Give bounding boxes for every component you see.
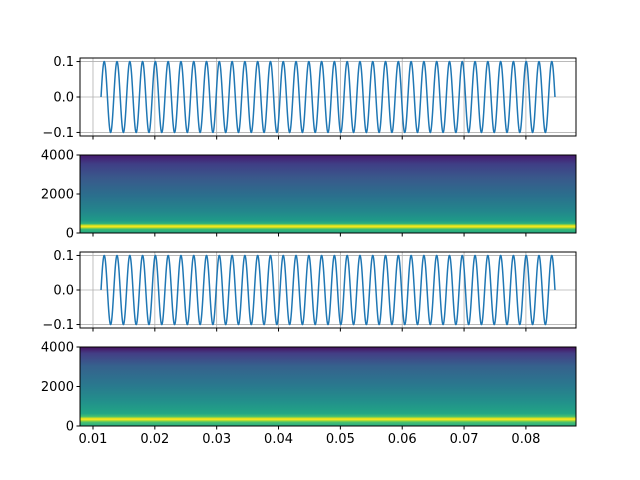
ytick-label: 0: [66, 420, 74, 435]
waveform-line: [100, 60, 556, 134]
panel-spectrogram-1: 4000 2000 0: [41, 149, 577, 242]
ytick-group: 4000 2000 0: [41, 149, 80, 242]
xtick-group: [92, 136, 527, 140]
ytick-label: 0.0: [53, 91, 74, 106]
spectrogram-image: [80, 347, 576, 426]
ytick-label: 2000: [41, 188, 74, 203]
ytick-label: 0.1: [53, 249, 74, 264]
xtick-label: 0.04: [264, 432, 293, 447]
xtick-label: 0.02: [140, 432, 169, 447]
xtick-label: 0.06: [388, 432, 417, 447]
ytick-label: 4000: [41, 149, 74, 164]
xtick-label: 0.07: [450, 432, 479, 447]
ytick-group: 0.1 0.0 −0.1: [42, 249, 80, 333]
xtick-label: 0.03: [202, 432, 231, 447]
ytick-label: 0: [66, 227, 74, 242]
xtick-label: 0.08: [511, 432, 540, 447]
ytick-label: 2000: [41, 380, 74, 395]
xtick-group: 0.01 0.02 0.03 0.04 0.05 0.06 0.07 0.08: [79, 426, 540, 447]
panel-waveform-2: 0.1 0.0 −0.1: [42, 249, 577, 333]
panel-waveform-1: 0.1 0.0 −0.1: [42, 55, 577, 141]
ytick-group: 4000 2000 0: [41, 341, 80, 435]
waveform-line: [100, 254, 556, 326]
xtick-label: 0.01: [79, 432, 108, 447]
ytick-label: −0.1: [42, 126, 74, 141]
ytick-label: 0.0: [53, 284, 74, 299]
ytick-group: 0.1 0.0 −0.1: [42, 55, 80, 141]
ytick-label: 0.1: [53, 55, 74, 70]
ytick-label: −0.1: [42, 318, 74, 333]
spectrogram-image: [80, 155, 576, 233]
xtick-group: [92, 233, 527, 237]
xtick-label: 0.05: [326, 432, 355, 447]
xtick-group: [92, 328, 527, 332]
ytick-label: 4000: [41, 341, 74, 356]
